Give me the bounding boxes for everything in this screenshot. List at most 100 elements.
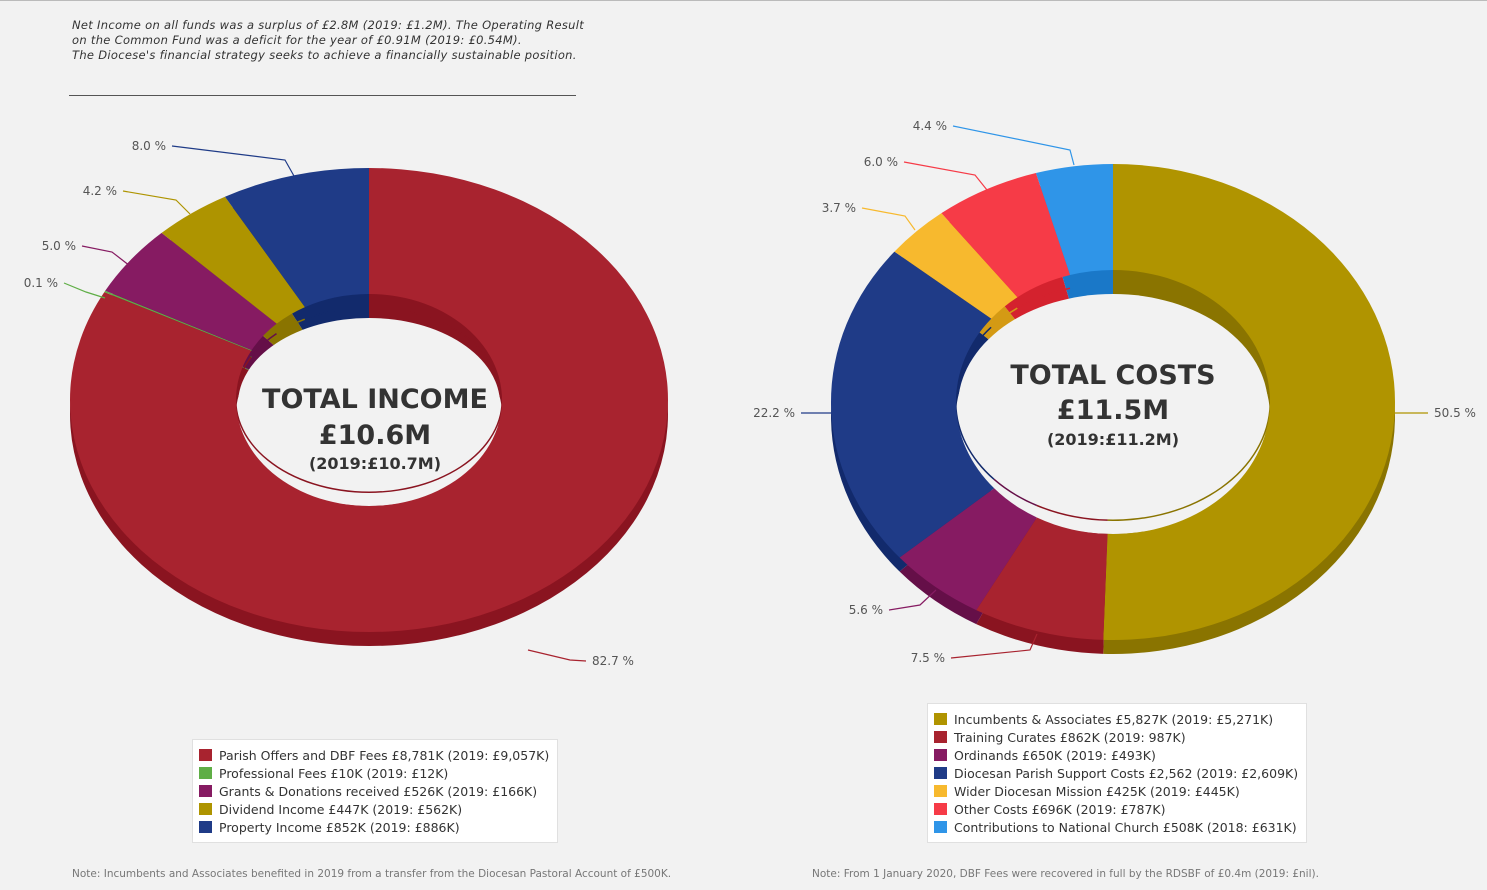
slice-label-0: 50.5 % (1434, 406, 1476, 420)
leader-line-4 (171, 145, 295, 177)
legend-swatch (934, 713, 947, 725)
legend-swatch (934, 749, 947, 761)
leader-line-3 (122, 190, 191, 215)
slice-label-4: 3.7 % (822, 201, 856, 215)
legend-item-5[interactable]: Other Costs £696K (2019: £787K) (934, 800, 1298, 818)
intro-text: Net Income on all funds was a surplus of… (72, 18, 592, 63)
note-right: Note: From 1 January 2020, DBF Fees were… (812, 868, 1319, 880)
center-value: £10.6M (319, 420, 431, 451)
slice-inner-rim-1 (1036, 504, 1108, 521)
slice-label-4: 8.0 % (132, 139, 166, 153)
intro-line-2: on the Common Fund was a deficit for the… (72, 33, 522, 47)
slice-3[interactable] (161, 196, 305, 324)
legend-label: Other Costs £696K (2019: £787K) (954, 801, 1166, 817)
legend-item-2[interactable]: Ordinands £650K (2019: £493K) (934, 746, 1298, 764)
legend-item-0[interactable]: Parish Offers and DBF Fees £8,781K (2019… (199, 746, 549, 764)
slice-label-6: 4.4 % (913, 119, 947, 133)
slice-inner-rim-5 (1016, 287, 1071, 309)
slice-inner-rim-3 (276, 318, 306, 335)
legend-item-1[interactable]: Professional Fees £10K (2019: £12K) (199, 764, 549, 782)
slice-label-3: 22.2 % (753, 406, 795, 420)
leader-line-0 (527, 649, 587, 662)
slice-label-0: 82.7 % (592, 654, 634, 668)
legend-label: Diocesan Parish Support Costs £2,562 (20… (954, 765, 1299, 781)
slice-inner-rim-3 (955, 326, 995, 480)
legend-label: Wider Diocesan Mission £425K (2019: £445… (954, 783, 1240, 799)
center-sub: (2019:£11.2M) (1047, 430, 1179, 449)
legend-swatch (199, 767, 212, 779)
leader-line-4 (861, 207, 916, 231)
legend-swatch (199, 785, 212, 797)
slice-0[interactable] (70, 168, 669, 632)
intro-line-3: The Diocese's financial strategy seeks t… (72, 48, 577, 62)
legend-label: Ordinands £650K (2019: £493K) (954, 747, 1156, 763)
slice-label-2: 5.6 % (849, 603, 883, 617)
legend-item-3[interactable]: Diocesan Parish Support Costs £2,562 (20… (934, 764, 1298, 782)
leader-line-1 (950, 633, 1038, 659)
slice-1[interactable] (104, 290, 252, 351)
legend-label: Property Income £852K (2019: £886K) (219, 819, 460, 835)
donut-hole (958, 294, 1268, 518)
legend-swatch (934, 821, 947, 833)
costs-legend: Incumbents & Associates £5,827K (2019: £… (927, 703, 1308, 843)
leader-line-1 (63, 282, 106, 299)
slice-2[interactable] (899, 488, 1037, 611)
donut-hole (238, 318, 500, 490)
intro-line-1: Net Income on all funds was a surplus of… (72, 18, 585, 32)
legend-swatch (934, 731, 947, 743)
slice-3[interactable] (831, 251, 995, 558)
slice-inner-rim-4 (304, 307, 369, 320)
legend-item-0[interactable]: Incumbents & Associates £5,827K (2019: £… (934, 710, 1298, 728)
intro-divider (69, 95, 576, 96)
slice-label-1: 7.5 % (911, 651, 945, 665)
legend-swatch (199, 821, 212, 833)
slice-label-2: 5.0 % (42, 239, 76, 253)
costs-donut-chart: 50.5 % 7.5 % 5.6 % 22.2 % 3.7 % 6.0 % 4.4 % TOT… (753, 119, 1476, 665)
legend-label: Dividend Income £447K (2019: £562K) (219, 801, 463, 817)
legend-item-4[interactable]: Property Income £852K (2019: £886K) (199, 818, 549, 836)
legend-label: Parish Offers and DBF Fees £8,781K (2019… (219, 747, 550, 763)
slice-2[interactable] (105, 232, 277, 351)
legend-item-1[interactable]: Training Curates £862K (2019: 987K) (934, 728, 1298, 746)
income-legend: Parish Offers and DBF Fees £8,781K (2019… (192, 739, 559, 843)
slice-inner-rim-2 (250, 333, 278, 357)
legend-swatch (934, 767, 947, 779)
legend-item-3[interactable]: Dividend Income £447K (2019: £562K) (199, 800, 549, 818)
slice-0[interactable] (1103, 164, 1395, 640)
center-value: £11.5M (1057, 395, 1169, 426)
legend-label: Incumbents & Associates £5,827K (2019: £… (954, 711, 1274, 727)
legend-swatch (934, 803, 947, 815)
slice-5[interactable] (941, 173, 1071, 298)
legend-item-6[interactable]: Contributions to National Church £508K (… (934, 818, 1298, 836)
center-title: TOTAL COSTS (1010, 360, 1215, 391)
slice-label-1: 0.1 % (24, 276, 58, 290)
legend-label: Training Curates £862K (2019: 987K) (954, 729, 1186, 745)
slice-inner-rim-2 (993, 478, 1038, 507)
legend-swatch (199, 749, 212, 761)
slice-inner-rim-6 (1069, 283, 1113, 289)
center-title: TOTAL INCOME (262, 384, 488, 415)
leader-line-6 (952, 125, 1075, 166)
leader-line-5 (903, 161, 988, 191)
slice-inner-rim-4 (990, 307, 1018, 328)
slice-inner-rim-1 (250, 356, 253, 358)
slice-1[interactable] (976, 517, 1108, 640)
legend-label: Professional Fees £10K (2019: £12K) (219, 765, 449, 781)
leader-line-2 (81, 245, 131, 267)
slice-label-5: 6.0 % (864, 155, 898, 169)
top-border (0, 0, 1487, 1)
slice-4[interactable] (894, 213, 1018, 319)
income-donut-chart: 82.7 % 0.1 % 5.0 % 4.2 % 8.0 % TOTAL INCOME £1… (24, 139, 669, 668)
center-sub: (2019:£10.7M) (309, 454, 441, 473)
slice-4[interactable] (224, 168, 369, 308)
legend-item-2[interactable]: Grants & Donations received £526K (2019:… (199, 782, 549, 800)
note-left: Note: Incumbents and Associates benefite… (72, 868, 672, 880)
legend-label: Grants & Donations received £526K (2019:… (219, 783, 538, 799)
legend-swatch (199, 803, 212, 815)
legend-label: Contributions to National Church £508K (… (954, 819, 1297, 835)
slice-label-3: 4.2 % (83, 184, 117, 198)
legend-item-4[interactable]: Wider Diocesan Mission £425K (2019: £445… (934, 782, 1298, 800)
legend-swatch (934, 785, 947, 797)
slice-6[interactable] (1035, 164, 1113, 276)
